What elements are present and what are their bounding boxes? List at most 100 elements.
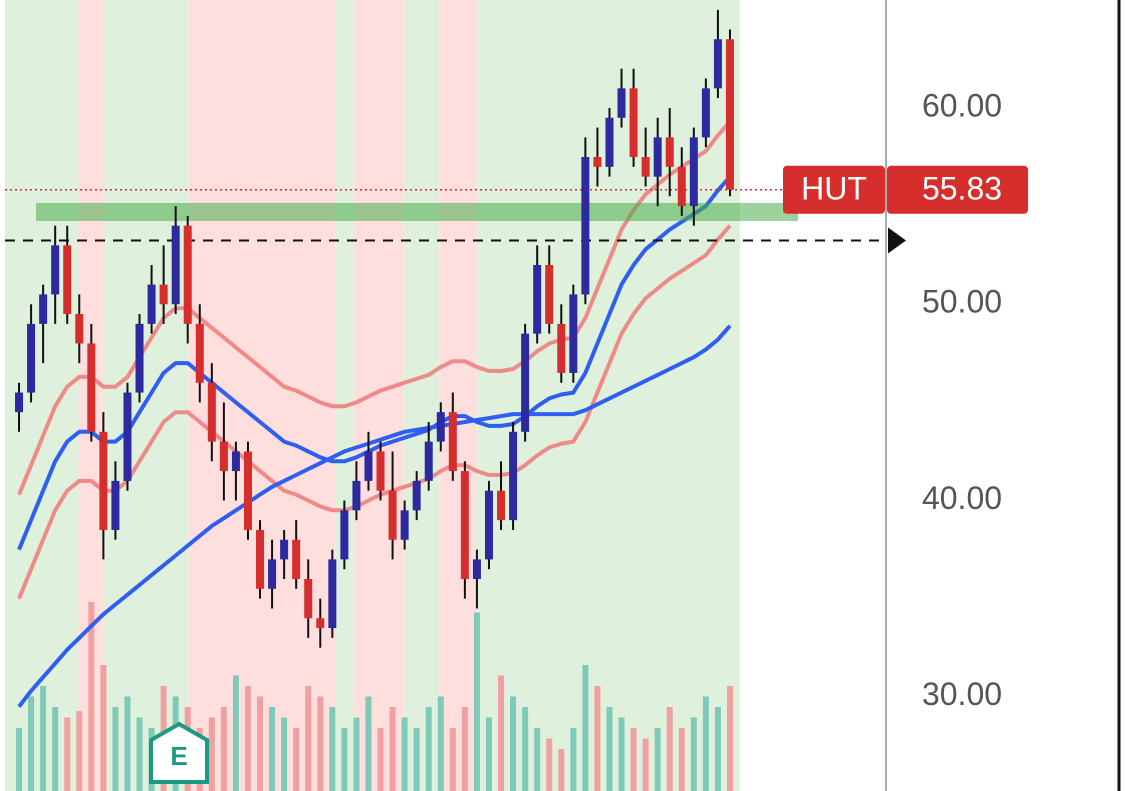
candle-body [497, 490, 506, 521]
volume-bar [425, 707, 432, 791]
price-label: 55.83 [922, 170, 1002, 206]
candle-body [617, 88, 626, 118]
volume-bar [16, 728, 23, 791]
candle-body [545, 264, 554, 324]
candle-body [123, 392, 132, 481]
badge-shape [149, 721, 209, 784]
volume-bar [401, 717, 408, 791]
volume-bar [244, 686, 251, 791]
candle-body [460, 471, 469, 580]
volume-bar [618, 717, 625, 791]
shade-region [354, 0, 404, 791]
volume-bar [232, 675, 239, 791]
candle-body [147, 284, 156, 324]
volume-bar [714, 707, 721, 791]
zone-band [36, 202, 798, 221]
candle-body [231, 451, 240, 472]
shade-region [439, 0, 477, 791]
y-tick-label: 50.00 [922, 284, 1002, 320]
volume-bar [100, 665, 107, 791]
candle-body [328, 559, 337, 629]
volume-bar [64, 717, 71, 791]
volume-bar [317, 696, 324, 791]
volume-bar [112, 707, 119, 791]
badge-text: E [170, 741, 187, 771]
volume-bar [365, 696, 372, 791]
candle-body [412, 480, 421, 511]
candle-body [436, 412, 445, 442]
candle-body [243, 451, 252, 530]
candle-body [581, 157, 590, 295]
candle-body [99, 431, 108, 530]
shade-region [335, 0, 355, 791]
ticker-label: HUT [801, 170, 867, 206]
volume-bar [40, 686, 47, 791]
background [5, 0, 740, 791]
volume-bar [654, 728, 661, 791]
volume-bar [702, 696, 709, 791]
left-edge [0, 0, 5, 791]
moving-average [17, 324, 732, 708]
volume-bar [630, 728, 637, 791]
volume-bar [642, 738, 649, 791]
candle-body [280, 539, 289, 560]
volume-bar [124, 696, 131, 791]
volume-bar [281, 717, 288, 791]
candle-body [75, 314, 84, 344]
candle-body [159, 284, 168, 305]
volume-bar [606, 707, 613, 791]
candle-body [725, 39, 734, 190]
volume-bar [582, 665, 589, 791]
volume-bar [498, 675, 505, 791]
candle-body [641, 157, 650, 177]
volume-bar [546, 738, 553, 791]
candle-body [292, 539, 301, 580]
moving-average [17, 175, 732, 551]
volume-bar [726, 686, 733, 791]
volume-bar [136, 717, 143, 791]
price-box [887, 165, 1028, 214]
y-tick-label: 60.00 [922, 87, 1002, 123]
candle-body [51, 245, 60, 295]
price-axis: 30.00 40.00 50.00 60.00 [922, 87, 1002, 712]
candle-body [15, 392, 24, 413]
level-arrow [888, 227, 906, 254]
candle-body [364, 451, 373, 481]
volume-bar [678, 728, 685, 791]
volume-bar [329, 707, 336, 791]
candle-body [87, 343, 96, 432]
candle-body [557, 323, 566, 373]
earnings-badge[interactable]: E [149, 721, 209, 784]
candle-body [207, 382, 216, 442]
candle-body [605, 117, 614, 167]
levels: HUT 55.83 [5, 165, 1028, 254]
volume-bar [522, 707, 529, 791]
candle-body [569, 294, 578, 373]
ticker-box [783, 165, 885, 214]
volume-bar [269, 707, 276, 791]
candle-body [521, 333, 530, 432]
volume-bar [666, 707, 673, 791]
candle-body [27, 323, 36, 393]
candle-body [533, 264, 542, 334]
volume-bar [437, 696, 444, 791]
volume-bar [473, 612, 480, 791]
candle-body [268, 559, 277, 589]
volume-bar [461, 707, 468, 791]
candle-body [448, 412, 457, 472]
volume-bar [594, 686, 601, 791]
candle-body [484, 490, 493, 560]
candle-body [677, 166, 686, 207]
volume-bar [257, 696, 264, 791]
volume-bar [377, 728, 384, 791]
shade-region [103, 0, 189, 791]
volume-bar [534, 728, 541, 791]
candle-body [219, 441, 228, 472]
volume-bar [52, 707, 59, 791]
candle-body [400, 510, 409, 540]
candle-body [629, 88, 638, 158]
moving-average [17, 224, 732, 600]
candle-body [424, 441, 433, 481]
candle-body [713, 39, 722, 89]
